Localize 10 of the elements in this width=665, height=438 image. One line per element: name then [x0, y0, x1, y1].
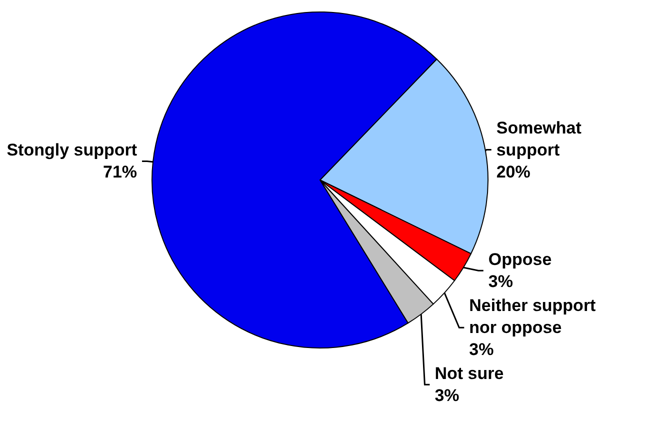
data-label: 20% [496, 162, 530, 182]
data-label: 3% [469, 340, 494, 360]
data-label: 71% [102, 162, 138, 182]
data-label: 3% [434, 386, 460, 406]
slice-label: Oppose [488, 250, 552, 270]
slice-label: Somewhat support [496, 118, 586, 160]
slice-label: Neither support nor oppose [469, 296, 600, 338]
slice-label: Not sure [434, 364, 504, 384]
slice-label: Stongly support [6, 140, 138, 160]
data-label: 3% [488, 272, 513, 292]
